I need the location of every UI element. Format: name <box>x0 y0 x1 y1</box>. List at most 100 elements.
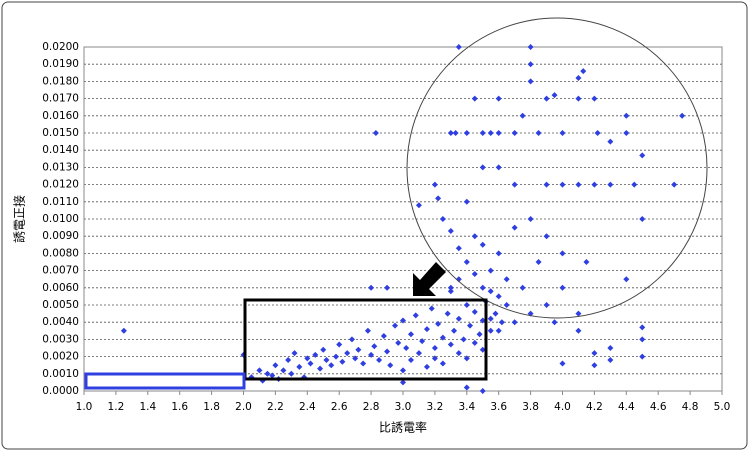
point <box>607 357 614 364</box>
point <box>498 319 505 326</box>
point <box>591 362 598 369</box>
point <box>479 346 486 353</box>
y-tick-label: 0.0020 <box>42 351 79 363</box>
x-tick-label: 2.6 <box>331 401 348 413</box>
blue-box <box>84 372 246 390</box>
point <box>280 367 287 374</box>
point <box>423 363 430 370</box>
point <box>360 360 367 367</box>
y-tick-label: 0.0130 <box>42 161 79 173</box>
x-tick-label: 1.6 <box>171 401 188 413</box>
point <box>559 360 566 367</box>
point <box>412 312 419 319</box>
point <box>511 319 518 326</box>
point <box>479 130 486 136</box>
point <box>476 331 483 338</box>
x-tick-label: 1.2 <box>108 401 125 413</box>
point <box>452 130 459 136</box>
point <box>269 372 276 379</box>
point <box>466 322 473 329</box>
point <box>511 130 518 136</box>
point <box>312 351 319 358</box>
point <box>679 112 686 119</box>
y-tick-label: 0.0170 <box>42 93 79 105</box>
x-tick-label: 4.0 <box>554 401 571 413</box>
point <box>495 250 502 257</box>
point <box>551 92 558 99</box>
x-tick-label: 3.8 <box>522 401 539 413</box>
point <box>336 341 343 348</box>
x-tick-label: 2.4 <box>299 401 316 413</box>
x-tick-label: 4.2 <box>586 401 603 413</box>
point <box>639 353 646 360</box>
point <box>395 339 402 346</box>
point <box>527 216 534 222</box>
point <box>639 324 646 331</box>
point <box>580 68 587 75</box>
point <box>447 228 454 235</box>
point <box>671 181 678 188</box>
point <box>543 233 550 240</box>
y-tick-label: 0.0110 <box>42 196 79 208</box>
x-tick-label: 1.4 <box>139 401 156 413</box>
point <box>519 284 526 291</box>
point <box>392 322 399 329</box>
point <box>511 181 518 188</box>
point <box>455 315 462 322</box>
x-tick-label: 2.0 <box>235 401 252 413</box>
point <box>623 130 630 136</box>
point <box>575 74 582 81</box>
point <box>423 326 430 333</box>
point <box>591 95 598 102</box>
point <box>431 355 438 362</box>
x-tick-label: 1.0 <box>76 401 93 413</box>
point <box>447 288 454 295</box>
y-tick-label: 0.0140 <box>42 144 79 156</box>
point <box>320 346 327 353</box>
point <box>447 284 454 291</box>
point <box>455 350 462 357</box>
point <box>400 317 406 324</box>
highlight-circle <box>406 17 708 319</box>
point <box>333 353 340 360</box>
x-tick-label: 2.8 <box>363 401 380 413</box>
x-tick-label: 1.8 <box>203 401 220 413</box>
point <box>479 241 486 248</box>
point <box>495 130 502 136</box>
point <box>400 379 406 386</box>
point <box>447 341 454 348</box>
point <box>323 357 330 364</box>
x-tick-label: 5.0 <box>714 401 731 413</box>
point <box>471 339 478 346</box>
point <box>623 276 630 283</box>
point <box>591 350 598 357</box>
point <box>264 370 271 377</box>
point <box>607 181 614 188</box>
point <box>471 233 478 240</box>
y-tick-label: 0.0070 <box>42 265 79 277</box>
y-tick-label: 0.0190 <box>42 58 79 70</box>
point <box>495 293 502 300</box>
point <box>120 327 127 334</box>
x-tick-label: 3.4 <box>458 401 475 413</box>
point <box>256 367 263 374</box>
point <box>463 384 470 391</box>
point <box>444 310 451 317</box>
point <box>471 308 478 315</box>
y-tick-label: 0.0120 <box>42 179 79 191</box>
point <box>543 95 550 102</box>
y-tick-label: 0.0000 <box>42 385 79 397</box>
x-tick-label: 4.4 <box>618 401 635 413</box>
point <box>364 327 371 334</box>
point <box>639 152 646 159</box>
point <box>527 61 534 68</box>
point <box>575 310 582 317</box>
point <box>348 336 355 343</box>
point <box>487 288 494 295</box>
point <box>492 310 499 317</box>
point <box>479 388 486 394</box>
y-tick-label: 0.0160 <box>42 110 79 122</box>
point <box>594 130 601 136</box>
x-tick-label: 4.6 <box>650 401 667 413</box>
